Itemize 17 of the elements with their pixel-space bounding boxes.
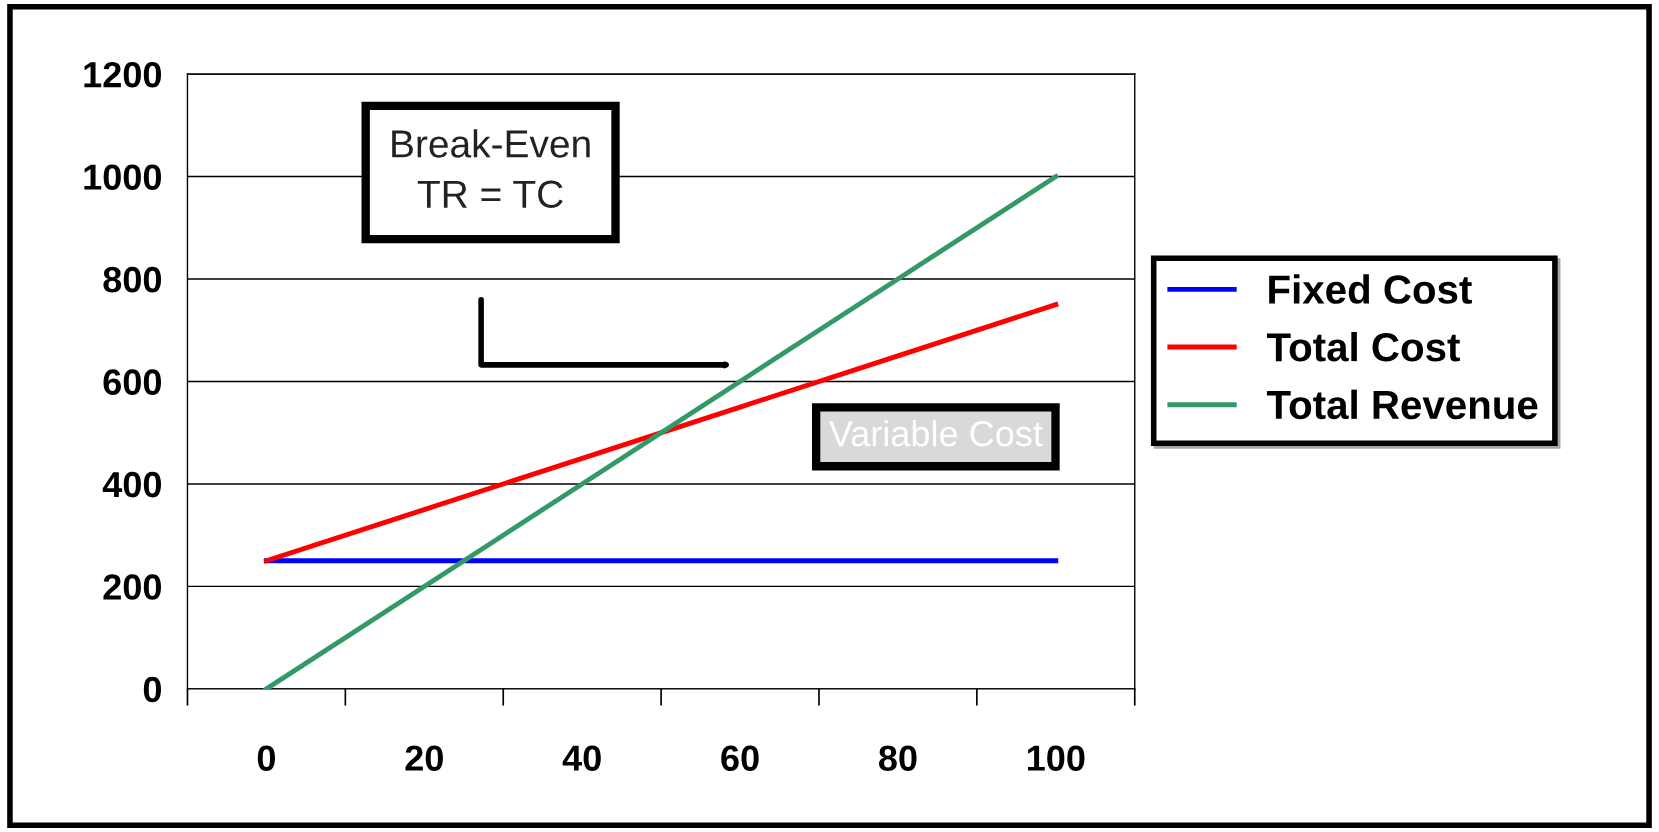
x-tick-label: 0 bbox=[257, 745, 275, 771]
x-tick-label: 40 bbox=[562, 745, 601, 771]
x-tick-label: 20 bbox=[405, 745, 443, 771]
y-tick-label: 800 bbox=[103, 266, 161, 293]
legend-label: Fixed Cost bbox=[1269, 274, 1472, 304]
x-tick-label: 100 bbox=[1027, 745, 1085, 771]
annotation: Break-Even TR = TC bbox=[392, 129, 590, 209]
y-tick-label: 1200 bbox=[84, 61, 161, 88]
legend-label: Total Revenue bbox=[1266, 389, 1538, 420]
x-tick-label: 60 bbox=[721, 745, 759, 771]
y-tick-label: 0 bbox=[143, 676, 161, 703]
y-tick-label: 200 bbox=[103, 574, 161, 600]
y-tick-label: 1000 bbox=[84, 164, 161, 190]
y-tick-label: 400 bbox=[102, 471, 161, 498]
y-tick-label: 600 bbox=[103, 369, 161, 395]
x-tick-label: 80 bbox=[879, 745, 917, 771]
legend-label: Total Cost bbox=[1266, 331, 1460, 362]
